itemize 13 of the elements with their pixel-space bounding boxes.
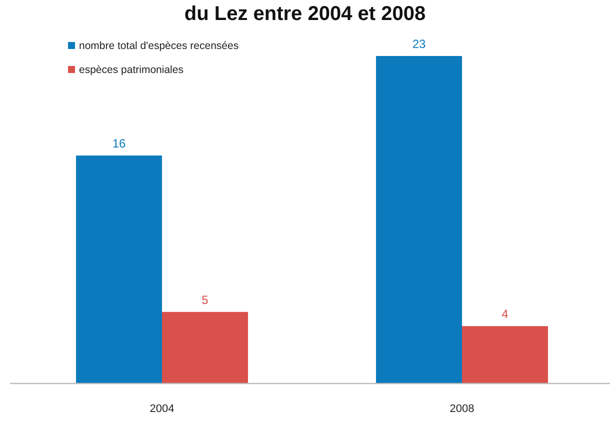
data-label: 4 [502,307,509,322]
bar [162,312,248,383]
data-label: 16 [112,136,126,151]
x-tick-label: 2008 [450,403,474,415]
x-tick-label: 2004 [150,403,174,415]
bar [462,326,548,383]
legend-label: espèces patrimoniales [79,64,184,76]
data-label: 5 [202,292,209,307]
chart-title: du Lez entre 2004 et 2008 [184,3,426,25]
legend-label: nombre total d'espèces recensées [79,40,239,52]
bar [376,56,462,383]
data-label: 23 [412,37,426,51]
bar [76,156,162,383]
